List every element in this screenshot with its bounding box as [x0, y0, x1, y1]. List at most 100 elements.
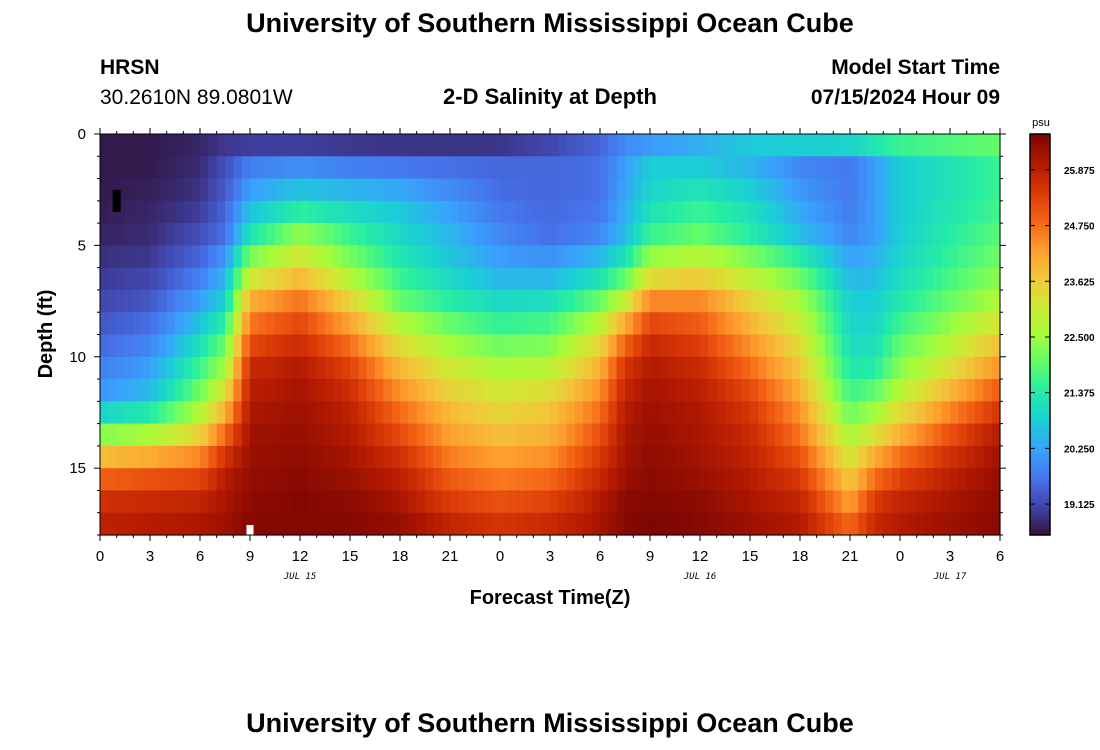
heatmap-cell	[683, 178, 693, 202]
heatmap-cell	[475, 379, 484, 402]
heatmap-cell	[775, 356, 784, 380]
heatmap-cell	[941, 512, 951, 536]
heatmap-cell	[408, 267, 418, 291]
heatmap-cell	[691, 267, 701, 291]
heatmap-cell	[391, 490, 401, 514]
heatmap-cell	[500, 445, 509, 469]
heatmap-cell	[391, 245, 401, 269]
heatmap-cell	[808, 289, 818, 313]
heatmap-cell	[491, 401, 501, 425]
heatmap-cell	[875, 401, 884, 425]
heatmap-cell	[891, 423, 901, 447]
heatmap-cell	[850, 423, 859, 447]
heatmap-cell	[550, 401, 559, 425]
heatmap-cell	[100, 223, 109, 246]
heatmap-cell	[741, 356, 751, 380]
heatmap-cell	[616, 156, 626, 180]
heatmap-cell	[550, 468, 559, 492]
heatmap-cell	[233, 178, 243, 202]
heatmap-cell	[258, 468, 268, 492]
heatmap-cell	[533, 423, 543, 447]
heatmap-cell	[866, 490, 876, 514]
heatmap-cell	[441, 245, 451, 269]
heatmap-cell	[541, 245, 551, 269]
heatmap-cell	[683, 423, 693, 447]
heatmap-cell	[458, 512, 468, 536]
heatmap-cell	[291, 334, 301, 358]
heatmap-cell	[691, 512, 701, 536]
heatmap-cell	[266, 312, 276, 336]
heatmap-cell	[966, 423, 976, 447]
heatmap-cell	[208, 156, 218, 180]
heatmap-cell	[116, 334, 126, 358]
heatmap-cell	[350, 289, 359, 313]
heatmap-cell	[558, 245, 568, 269]
heatmap-cell	[283, 267, 293, 291]
heatmap-cell	[766, 490, 776, 514]
heatmap-cell	[875, 356, 884, 380]
heatmap-cell	[975, 267, 984, 291]
heatmap-cell	[158, 200, 168, 224]
heatmap-cell	[283, 490, 293, 514]
heatmap-cell	[191, 289, 201, 313]
heatmap-cell	[483, 423, 493, 447]
heatmap-cell	[600, 356, 609, 380]
heatmap-cell	[908, 512, 918, 536]
heatmap-cell	[216, 334, 226, 358]
heatmap-cell	[391, 468, 401, 492]
heatmap-cell	[133, 334, 143, 358]
heatmap-cell	[333, 312, 343, 336]
heatmap-cell	[333, 245, 343, 269]
heatmap-cell	[125, 223, 134, 246]
heatmap-cell	[925, 200, 934, 224]
heatmap-cell	[258, 379, 268, 402]
heatmap-cell	[525, 134, 534, 157]
heatmap-cell	[441, 267, 451, 291]
heatmap-cell	[325, 490, 334, 514]
heatmap-cell	[533, 267, 543, 291]
heatmap-cell	[966, 245, 976, 269]
heatmap-cell	[850, 312, 859, 336]
heatmap-cell	[658, 356, 668, 380]
heatmap-cell	[200, 245, 209, 269]
heatmap-cell	[900, 223, 909, 246]
heatmap-cell	[758, 512, 768, 536]
heatmap-cell	[725, 445, 734, 469]
heatmap-cell	[391, 423, 401, 447]
heatmap-cell	[466, 401, 476, 425]
heatmap-cell	[541, 445, 551, 469]
heatmap-cell	[533, 490, 543, 514]
heatmap-cell	[391, 512, 401, 536]
heatmap-cell	[366, 267, 376, 291]
heatmap-cell	[241, 178, 251, 202]
heatmap-cell	[850, 468, 859, 492]
heatmap-cell	[508, 445, 518, 469]
heatmap-cell	[691, 312, 701, 336]
heatmap-cell	[341, 445, 351, 469]
heatmap-cell	[683, 312, 693, 336]
heatmap-cell	[891, 200, 901, 224]
heatmap-cell	[475, 289, 484, 313]
heatmap-cell	[375, 512, 384, 536]
heatmap-cell	[508, 490, 518, 514]
heatmap-cell	[291, 490, 301, 514]
heatmap-cell	[708, 379, 718, 402]
heatmap-cell	[275, 289, 284, 313]
heatmap-cell	[241, 245, 251, 269]
heatmap-cell	[158, 512, 168, 536]
heatmap-cell	[308, 445, 318, 469]
heatmap-cell	[425, 356, 434, 380]
heatmap-cell	[966, 334, 976, 358]
heatmap-cell	[575, 401, 584, 425]
heatmap-cell	[600, 401, 609, 425]
heatmap-cell	[633, 423, 643, 447]
heatmap-cell	[875, 134, 884, 157]
heatmap-cell	[633, 379, 643, 402]
heatmap-cell	[325, 334, 334, 358]
heatmap-cell	[800, 379, 809, 402]
heatmap-cell	[650, 156, 659, 180]
heatmap-cell	[300, 490, 309, 514]
heatmap-cell	[766, 423, 776, 447]
heatmap-cell	[775, 200, 784, 224]
heatmap-cell	[583, 401, 593, 425]
